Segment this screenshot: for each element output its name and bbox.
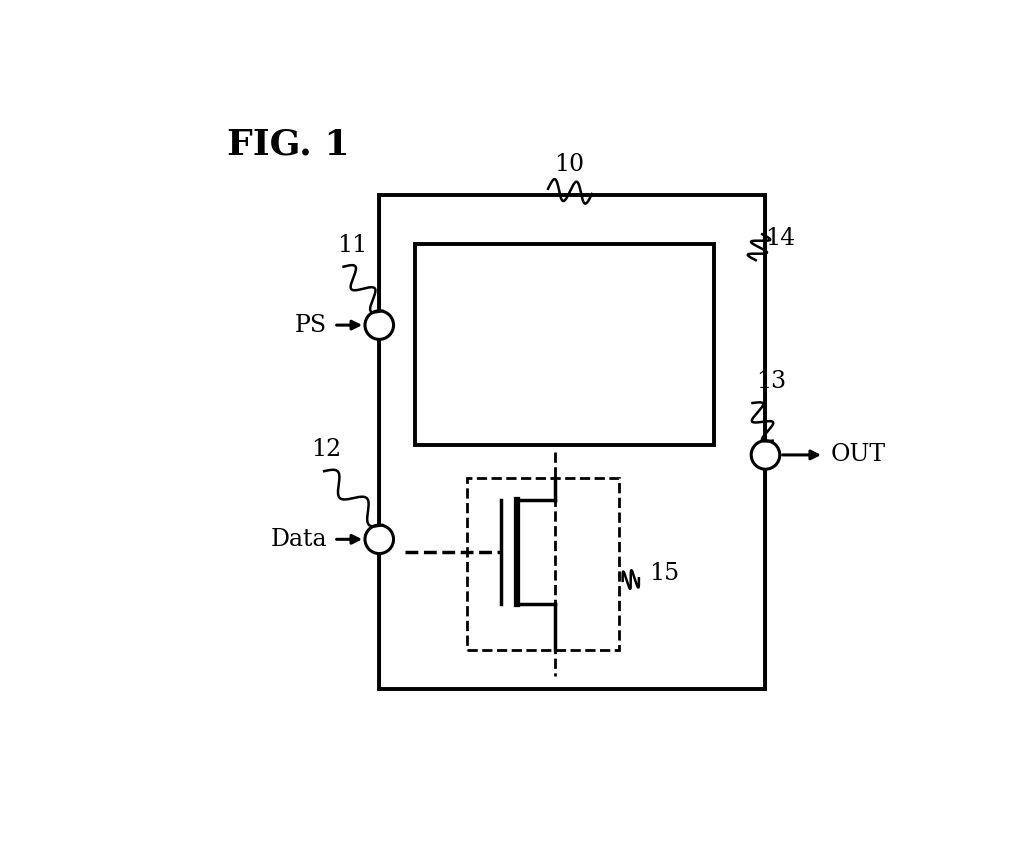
Bar (379, 196, 766, 689)
Text: 11: 11 (337, 234, 367, 257)
Text: PS: PS (295, 314, 327, 336)
Text: FIG. 1: FIG. 1 (227, 127, 350, 161)
Text: Data: Data (271, 528, 327, 550)
Circle shape (365, 311, 394, 340)
Circle shape (751, 441, 780, 470)
Circle shape (365, 525, 394, 554)
Text: 15: 15 (649, 561, 679, 585)
Text: OUT: OUT (830, 443, 886, 466)
Bar (467, 478, 619, 650)
Bar (415, 244, 713, 445)
Text: 12: 12 (312, 438, 341, 461)
Text: 14: 14 (766, 228, 795, 250)
Text: 13: 13 (755, 370, 786, 393)
Text: 10: 10 (555, 153, 584, 176)
